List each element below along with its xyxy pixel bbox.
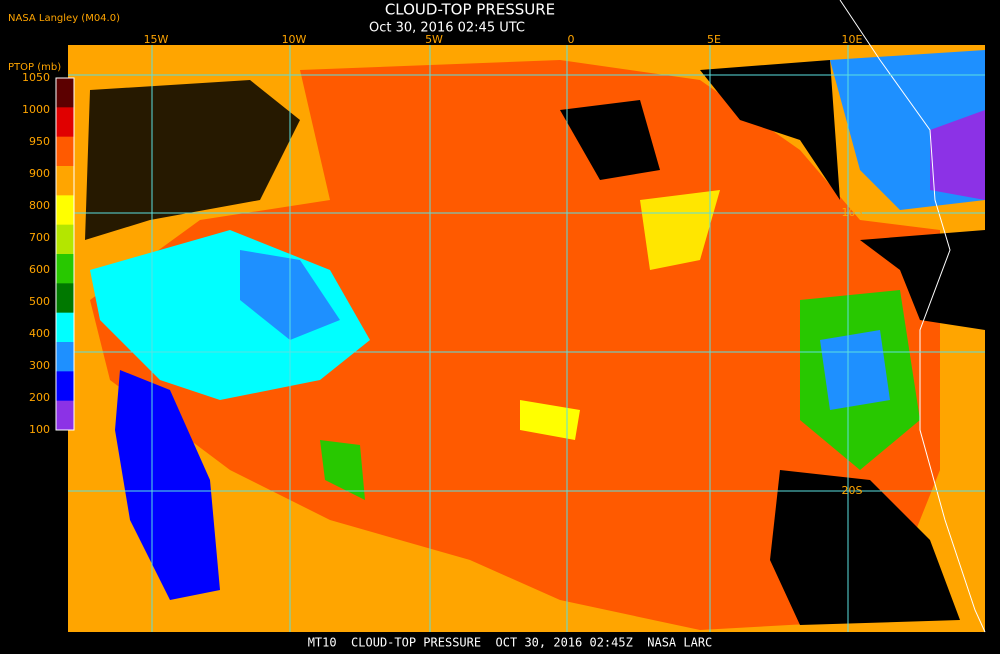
legend-swatch <box>56 254 74 284</box>
source-label: NASA Langley (M04.0) <box>8 13 120 24</box>
legend-swatch <box>56 371 74 402</box>
footer: MT10 CLOUD-TOP PRESSURE OCT 30, 2016 02:… <box>308 636 713 650</box>
stratocumulus <box>90 60 940 630</box>
mid-cloud <box>640 190 720 270</box>
high-cloud <box>820 330 890 410</box>
land-clear <box>860 230 985 330</box>
graticule <box>68 45 985 632</box>
legend-frame <box>55 77 75 431</box>
legend-tick-label: 300 <box>29 359 50 372</box>
legend-tick-label: 100 <box>29 423 50 436</box>
legend-swatch <box>56 195 74 226</box>
lat-label: 20S <box>842 484 863 497</box>
legend-tick-label: 700 <box>29 231 50 244</box>
legend-swatch <box>56 283 74 314</box>
legend-tick-label: 950 <box>29 135 50 148</box>
lon-label: 10E <box>842 33 863 46</box>
legend-tick-label: 900 <box>29 167 50 180</box>
lat-label: 10S <box>842 206 863 219</box>
legend-swatch <box>56 166 74 196</box>
legend-swatch <box>56 312 74 343</box>
legend-swatch <box>56 136 74 167</box>
coastline <box>839 0 986 633</box>
lon-label: 0 <box>568 33 575 46</box>
high-cloud <box>930 110 985 200</box>
clear-sky <box>700 60 840 200</box>
legend-tick-label: 500 <box>29 295 50 308</box>
satellite-image <box>68 0 986 633</box>
legend-tick-label: 400 <box>29 327 50 340</box>
lon-label: 5E <box>707 33 721 46</box>
legend-title: PTOP (mb) <box>8 62 61 73</box>
lon-label: 5W <box>425 33 443 46</box>
legend-tick-label: 800 <box>29 199 50 212</box>
subtitle: Oct 30, 2016 02:45 UTC <box>369 21 525 36</box>
clear-sky <box>560 100 660 180</box>
mid-cloud <box>320 440 365 500</box>
clear-sky <box>770 470 960 625</box>
mid-cloud <box>520 400 580 440</box>
legend-swatch <box>56 224 74 255</box>
legend-tick-label: 1000 <box>22 103 50 116</box>
legend-swatch <box>56 342 74 372</box>
legend-swatch <box>56 78 74 108</box>
legend-tick-label: 1050 <box>22 71 50 84</box>
legend-swatch <box>56 400 74 431</box>
legend-tick-label: 200 <box>29 391 50 404</box>
lon-label: 15W <box>144 33 169 46</box>
legend-tick-label: 600 <box>29 263 50 276</box>
clear-sky <box>85 80 300 240</box>
title: CLOUD-TOP PRESSURE <box>385 1 555 19</box>
legend-swatch <box>56 107 74 138</box>
high-cloud <box>115 370 220 600</box>
lon-label: 10W <box>282 33 307 46</box>
